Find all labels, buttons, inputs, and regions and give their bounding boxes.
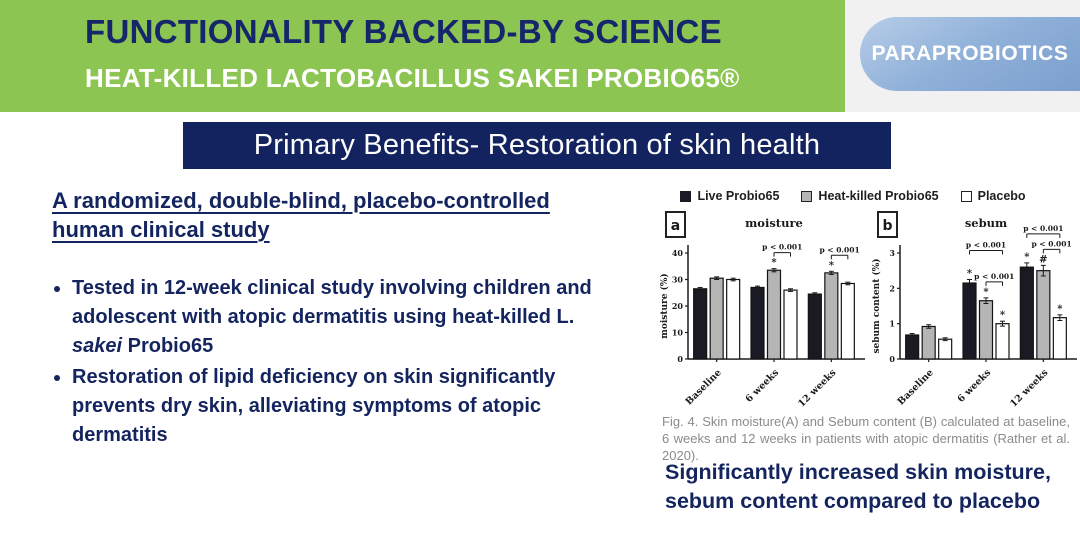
bar bbox=[693, 288, 708, 360]
bar bbox=[726, 278, 741, 360]
charts-row: a moisture 0 10 20 30 40 moisture (%) Baseline * 6… bbox=[658, 207, 1080, 407]
legend-label: Heat-killed Probio65 bbox=[818, 189, 939, 203]
bar bbox=[709, 277, 724, 360]
x-category-label: 6 weeks bbox=[956, 367, 994, 405]
moisture-chart: a moisture 0 10 20 30 40 moisture (%) Baseline * 6… bbox=[659, 211, 865, 407]
y-tick-label: 3 bbox=[889, 248, 895, 258]
chart-legend: Live Probio65 Heat-killed Probio65 Placebo bbox=[658, 188, 1048, 204]
bullet-1-italic: sakei bbox=[72, 334, 123, 357]
bullet-2-text: Restoration of lipid deficiency on skin … bbox=[72, 366, 556, 447]
panel-label-box bbox=[665, 211, 686, 238]
bar bbox=[905, 334, 920, 360]
significance-label: p < 0.001 bbox=[974, 272, 1014, 281]
x-category-label: 12 weeks bbox=[1008, 367, 1050, 407]
study-section: A randomized, double-blind, placebo-cont… bbox=[52, 186, 600, 453]
bar bbox=[938, 338, 953, 360]
significance-mark: # bbox=[1039, 254, 1047, 265]
header-right-zone: PARAPROBIOTICS bbox=[845, 0, 1080, 112]
y-tick-label: 1 bbox=[889, 319, 895, 329]
y-tick-label: 0 bbox=[677, 354, 683, 364]
study-bullet-list: Tested in 12-week clinical study involvi… bbox=[52, 274, 600, 450]
significance-label: p < 0.001 bbox=[1031, 239, 1071, 248]
bar bbox=[766, 269, 782, 360]
x-category-label: 12 weeks bbox=[796, 367, 838, 407]
significance-label: p < 0.001 bbox=[1023, 224, 1063, 233]
significance-mark: * bbox=[1024, 252, 1030, 263]
y-tick-label: 0 bbox=[889, 354, 895, 364]
legend-item-3: Placebo bbox=[960, 189, 1026, 203]
bar bbox=[921, 325, 936, 360]
panel-label: b bbox=[882, 218, 892, 234]
page-title: FUNCTIONALITY BACKED-BY SCIENCE bbox=[85, 13, 722, 50]
significance-mark: * bbox=[1057, 304, 1063, 315]
legend-swatch-icon bbox=[960, 190, 972, 202]
significance-mark: * bbox=[1000, 310, 1006, 321]
legend-label: Placebo bbox=[977, 189, 1026, 203]
section-banner: Primary Benefits- Restoration of skin he… bbox=[183, 122, 891, 169]
x-category-label: Baseline bbox=[896, 367, 936, 407]
legend-item-2: Heat-killed Probio65 bbox=[801, 189, 939, 203]
legend-label: Live Probio65 bbox=[697, 189, 780, 203]
y-tick-label: 30 bbox=[672, 275, 684, 285]
study-heading: A randomized, double-blind, placebo-cont… bbox=[52, 188, 550, 243]
figure-caption: Fig. 4. Skin moisture(A) and Sebum conte… bbox=[662, 414, 1070, 464]
bar bbox=[807, 293, 822, 360]
significance-mark: * bbox=[967, 269, 973, 280]
significance-label: p < 0.001 bbox=[819, 245, 859, 254]
bullet-1-text: Tested in 12-week clinical study involvi… bbox=[72, 277, 592, 328]
significance-mark: * bbox=[771, 258, 777, 269]
y-axis-label: moisture (%) bbox=[659, 273, 670, 338]
bar bbox=[1036, 270, 1051, 360]
page-subtitle: HEAT-KILLED LACTOBACILLUS SAKEI PROBIO65… bbox=[85, 63, 740, 93]
significance-label: p < 0.001 bbox=[762, 243, 802, 252]
paraprobiotics-badge: PARAPROBIOTICS bbox=[860, 17, 1080, 91]
significance-label: p < 0.001 bbox=[966, 241, 1006, 250]
study-bullet-1: Tested in 12-week clinical study involvi… bbox=[72, 274, 600, 360]
panel-label-box bbox=[877, 211, 898, 238]
chart-title: sebum bbox=[965, 216, 1007, 230]
significance-mark: * bbox=[829, 260, 835, 271]
bullet-1-tail: Probio65 bbox=[122, 334, 214, 357]
bar bbox=[824, 272, 839, 360]
bar bbox=[1019, 266, 1034, 360]
legend-item-1: Live Probio65 bbox=[680, 189, 779, 203]
y-tick-label: 20 bbox=[672, 301, 684, 311]
sebum-chart: b sebum 0 1 2 3 sebum content (%) Baseline * * * 6 … bbox=[871, 211, 1077, 407]
y-axis-label: sebum content (%) bbox=[871, 258, 882, 353]
study-bullet-2: Restoration of lipid deficiency on skin … bbox=[72, 363, 600, 449]
bar bbox=[783, 289, 798, 360]
significance-mark: * bbox=[983, 287, 989, 298]
conclusion-text: Significantly increased skin moisture, s… bbox=[665, 460, 1051, 514]
x-category-label: Baseline bbox=[684, 367, 724, 407]
x-category-label: 6 weeks bbox=[744, 367, 782, 405]
legend-swatch-icon bbox=[801, 190, 813, 202]
panel-label: a bbox=[671, 218, 680, 234]
bar bbox=[962, 282, 977, 360]
bar bbox=[978, 300, 994, 360]
figure-section: Live Probio65 Heat-killed Probio65 Placebo… bbox=[658, 188, 1080, 464]
chart-title: moisture bbox=[745, 216, 803, 230]
bar bbox=[995, 323, 1010, 360]
y-tick-label: 40 bbox=[672, 248, 684, 258]
header-band: FUNCTIONALITY BACKED-BY SCIENCE HEAT-KIL… bbox=[0, 0, 845, 112]
bar bbox=[750, 286, 765, 360]
bar bbox=[840, 282, 855, 360]
y-tick-label: 10 bbox=[672, 328, 684, 338]
bar bbox=[1052, 317, 1067, 360]
y-tick-label: 2 bbox=[889, 283, 895, 293]
legend-swatch-icon bbox=[680, 190, 692, 202]
